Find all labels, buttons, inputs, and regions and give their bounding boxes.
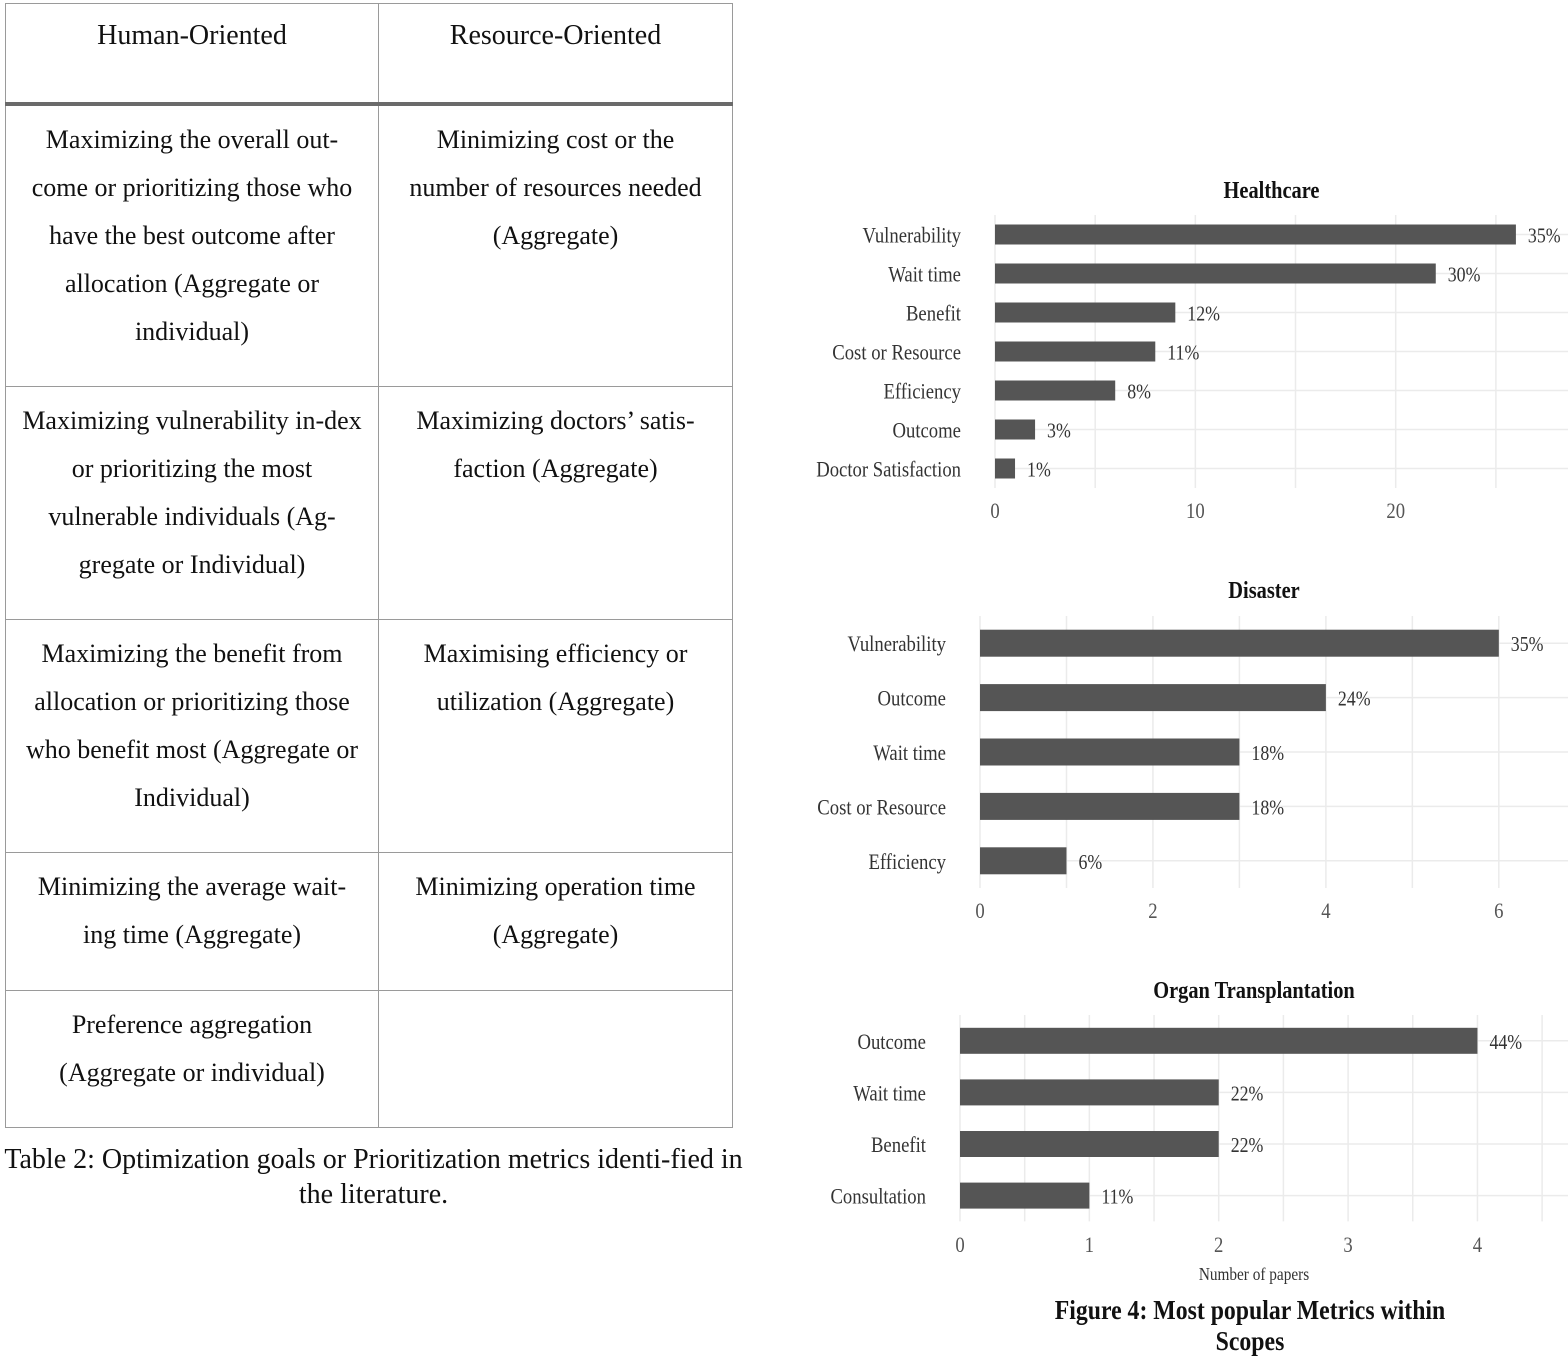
table-cell: Maximising efficiency or utilization (Ag… [378,619,733,853]
category-label: Efficiency [869,850,947,874]
tick-label: 2 [1148,900,1157,924]
table-header-row: Human-Oriented Resource-Oriented [5,3,733,106]
table-row: Preference aggregation (Aggregate or ind… [5,990,733,1128]
data-label: 6% [1078,852,1102,875]
category-label: Cost or Resource [832,341,961,365]
tick-label: 4 [1321,900,1330,924]
table-row: Maximizing vulnerability in-dex or prior… [5,386,733,620]
organ-transplantation-bar-chart: Organ Transplantation Outcome 44% Wait time… [830,976,1568,1284]
data-label: 30% [1448,264,1481,287]
bar [980,792,1240,820]
category-label: Doctor Satisfaction [816,458,961,482]
category-label: Efficiency [884,380,962,404]
tick-label: 4 [1473,1234,1482,1258]
tick-label: 1 [1085,1234,1094,1258]
table-cell: Minimizing the average wait-ing time (Ag… [5,852,379,991]
bar [960,1182,1090,1209]
data-label: 22% [1231,1135,1264,1158]
figure-caption: Figure 4: Most popular Metrics within Sc… [1054,1295,1446,1356]
table-cell [378,990,733,1128]
tick-label: 2 [1214,1234,1223,1258]
data-label: 24% [1338,688,1371,711]
metrics-table: Human-Oriented Resource-Oriented Maximiz… [5,3,733,1128]
chart-title: Healthcare [1224,176,1320,203]
bar [995,263,1436,284]
chart-title: Disaster [1228,576,1299,603]
table-cell: Minimizing cost or the number of resourc… [378,103,733,387]
header-human-oriented: Human-Oriented [5,3,379,106]
tick-label: 10 [1186,500,1205,524]
data-label: 35% [1511,634,1544,657]
bar [995,419,1036,440]
table-cell: Maximizing the benefit from allocation o… [5,619,379,853]
category-label: Wait time [853,1082,926,1106]
table-row: Maximizing the benefit from allocation o… [5,619,733,853]
tick-label: 0 [975,900,984,924]
data-label: 8% [1127,381,1151,404]
data-label: 18% [1251,797,1284,820]
healthcare-bar-chart: Healthcare Vulnerability 35% Wait time 30% Be… [816,176,1568,524]
bar [960,1079,1219,1106]
data-label: 12% [1187,303,1220,326]
tick-label: 20 [1386,500,1405,524]
category-label: Cost or Resource [817,796,946,820]
header-resource-oriented: Resource-Oriented [378,3,733,106]
category-label: Benefit [906,302,961,326]
category-label: Benefit [871,1134,926,1158]
bar [995,458,1016,479]
data-label: 1% [1027,459,1051,482]
tick-label: 0 [990,500,999,524]
bar [960,1131,1219,1157]
table-cell: Minimizing operation time (Aggregate) [378,852,733,991]
tick-label: 6 [1494,900,1503,924]
bar [995,380,1116,401]
x-axis-label: Number of papers [1199,1264,1309,1284]
bar [980,629,1499,657]
data-label: 22% [1231,1083,1264,1106]
bar [980,684,1326,712]
table-cell: Maximizing vulnerability in-dex or prior… [5,386,379,620]
bar [980,738,1240,766]
table-row: Maximizing the overall out-come or prior… [5,103,733,387]
category-label: Consultation [830,1185,926,1209]
bar [995,302,1176,323]
data-label: 11% [1101,1186,1133,1209]
category-label: Outcome [892,419,961,443]
data-label: 11% [1167,342,1199,365]
bar [995,341,1156,362]
table-caption: Table 2: Optimization goals or Prioritiz… [4,1144,743,1210]
table-cell: Maximizing the overall out-come or prior… [5,103,379,387]
category-label: Outcome [857,1030,926,1054]
chart-title: Organ Transplantation [1153,976,1355,1003]
category-label: Vulnerability [847,633,946,657]
table-cell: Preference aggregation (Aggregate or ind… [5,990,379,1128]
data-label: 3% [1047,420,1071,443]
category-label: Outcome [877,687,946,711]
bar [960,1027,1478,1054]
table-row: Minimizing the average wait-ing time (Ag… [5,852,733,991]
tick-label: 3 [1343,1234,1352,1258]
data-label: 44% [1489,1032,1522,1055]
table-cell: Maximizing doctors’ satis-faction (Aggre… [378,386,733,620]
category-label: Wait time [888,263,961,287]
tick-label: 0 [955,1234,964,1258]
bar [995,224,1516,245]
bar [980,847,1067,875]
category-label: Vulnerability [862,224,961,248]
data-label: 35% [1528,225,1561,248]
data-label: 18% [1251,743,1284,766]
disaster-bar-chart: Disaster Vulnerability 35% Outcome 24% Wait t… [817,576,1568,924]
category-label: Wait time [873,742,946,766]
